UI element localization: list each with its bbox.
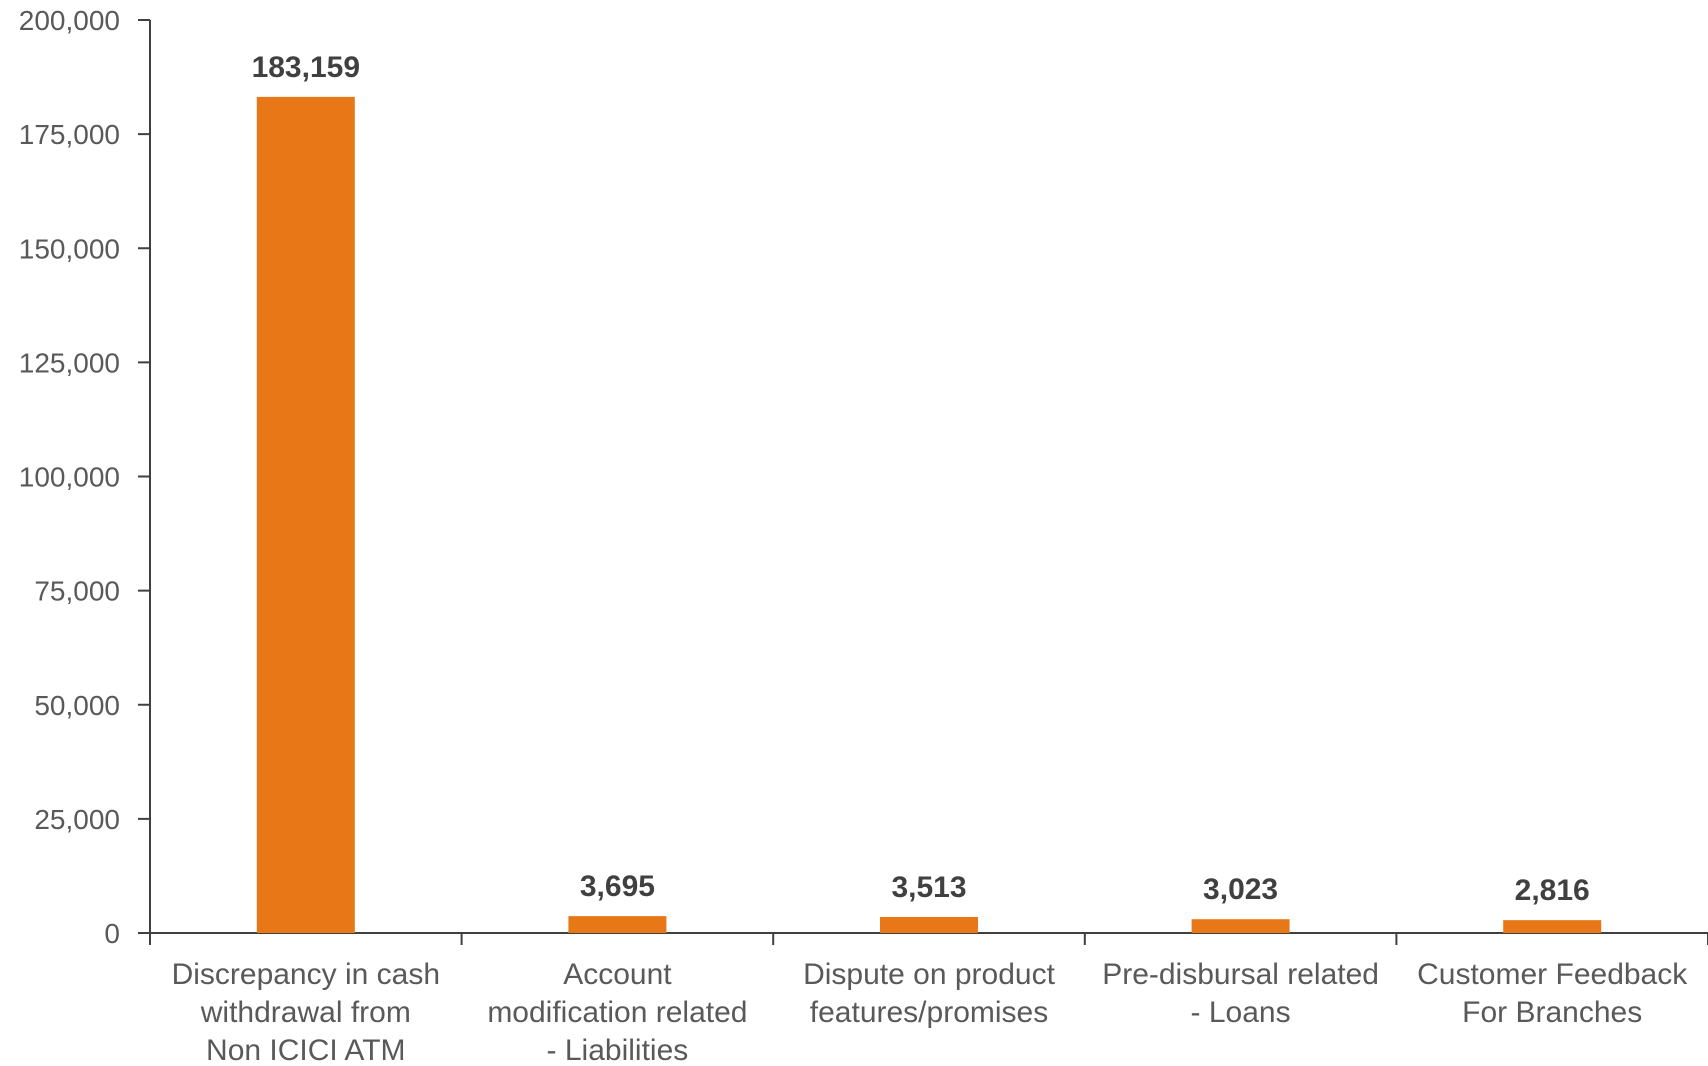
bar (1191, 919, 1290, 933)
x-tick-label: Customer Feedback For Branches (1417, 958, 1688, 1029)
bar (568, 916, 667, 933)
data-label: 2,816 (1515, 874, 1590, 907)
bars (256, 96, 1602, 934)
x-tick-label-line: For Branches (1462, 996, 1642, 1029)
y-tick-label: 0 (104, 918, 120, 949)
bar (256, 96, 355, 934)
axes: 0 25,000 50,000 75,000 100,000 125,000 150,000… (19, 5, 1708, 949)
y-tick-label: 125,000 (19, 347, 120, 378)
data-label: 183,159 (252, 51, 360, 84)
y-tick-label: 100,000 (19, 462, 120, 493)
x-tick-label: Discrepancy in cash withdrawal from Non IC… (172, 958, 440, 1066)
x-tick-label-line: Non ICICI ATM (206, 1034, 405, 1066)
x-tick-label-line: modification related (487, 996, 747, 1029)
y-tick-label: 150,000 (19, 233, 120, 264)
bar (1503, 920, 1602, 933)
data-label: 3,023 (1203, 873, 1278, 906)
y-tick-label: 200,000 (19, 5, 120, 36)
x-tick-label-line: - Loans (1191, 996, 1291, 1029)
x-tick-label-line: withdrawal from (200, 996, 411, 1029)
x-tick-label: Account modification related - Liabilities (487, 958, 747, 1066)
x-tick-label: Dispute on product features/promises (803, 958, 1055, 1029)
y-tick-label: 75,000 (34, 576, 120, 607)
labels: 183,159 Discrepancy in cash withdrawal fro… (172, 51, 1689, 1066)
bar (880, 916, 978, 933)
data-label: 3,513 (891, 871, 966, 904)
y-tick-label: 50,000 (34, 690, 120, 721)
x-tick-label-line: Pre-disbursal related (1102, 958, 1379, 991)
y-tick-label: 175,000 (19, 119, 120, 150)
x-tick-label-line: - Liabilities (547, 1034, 689, 1066)
x-tick-label-line: Account (563, 958, 672, 991)
x-tick-label-line: Dispute on product (803, 958, 1055, 991)
x-tick-label-line: Discrepancy in cash (172, 958, 440, 991)
data-label: 3,695 (580, 870, 655, 903)
x-tick-label-line: features/promises (810, 996, 1048, 1029)
x-tick-label-line: Customer Feedback (1417, 958, 1688, 991)
y-tick-label: 25,000 (34, 804, 120, 835)
x-tick-label: Pre-disbursal related - Loans (1102, 958, 1379, 1029)
